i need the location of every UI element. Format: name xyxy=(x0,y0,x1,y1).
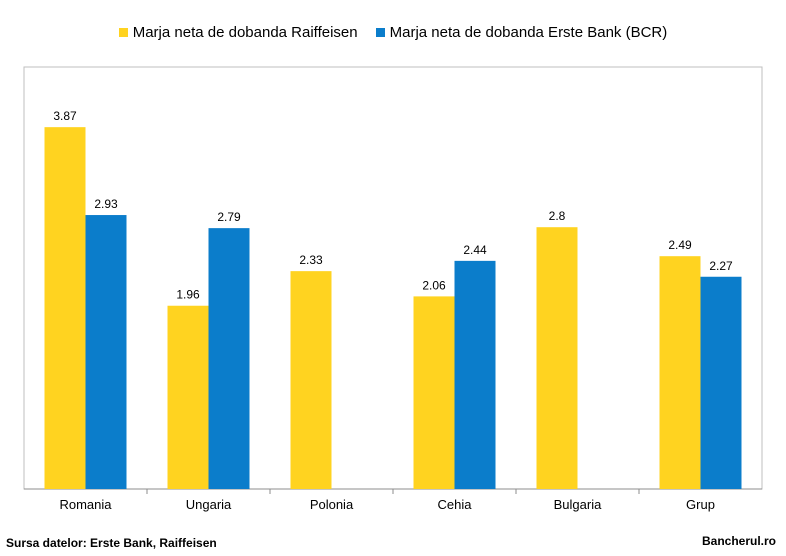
bar-raiffeisen xyxy=(44,127,86,489)
data-label: 1.96 xyxy=(176,288,200,302)
data-label: 2.27 xyxy=(709,259,733,273)
data-label: 2.79 xyxy=(217,210,241,224)
data-label: 2.49 xyxy=(668,238,692,252)
bar-raiffeisen xyxy=(536,227,578,489)
x-tick-label: Polonia xyxy=(310,497,354,512)
data-label: 2.93 xyxy=(94,197,118,211)
legend-item-raiffeisen: Marja neta de dobanda Raiffeisen xyxy=(118,23,358,41)
bar-chart: Romania 3.87 2.93 Ungaria 1.96 2.79 Polonia 2.3… xyxy=(23,66,763,512)
bar-erste xyxy=(85,215,127,490)
x-tick-label: Grup xyxy=(686,497,715,512)
x-tick-label: Cehia xyxy=(438,497,473,512)
legend-label-erste: Marja neta de dobanda Erste Bank (BCR) xyxy=(389,23,668,41)
bar-raiffeisen xyxy=(167,305,209,489)
data-label: 2.33 xyxy=(299,253,323,267)
x-tick-label: Romania xyxy=(59,497,112,512)
data-label: 2.06 xyxy=(422,278,446,292)
bar-raiffeisen xyxy=(413,296,455,489)
data-label: 3.87 xyxy=(53,109,77,123)
bar-erste xyxy=(700,276,742,489)
chart-legend: Marja neta de dobanda Raiffeisen Marja n… xyxy=(0,20,786,44)
legend-swatch-erste xyxy=(375,27,385,37)
legend-item-erste: Marja neta de dobanda Erste Bank (BCR) xyxy=(375,23,668,41)
brand-label: Bancherul.ro xyxy=(701,534,776,548)
x-tick-label: Bulgaria xyxy=(554,497,602,512)
data-label: 2.44 xyxy=(463,243,487,257)
x-tick-label: Ungaria xyxy=(186,497,232,512)
legend-label-raiffeisen: Marja neta de dobanda Raiffeisen xyxy=(132,23,358,41)
data-label: 2.8 xyxy=(549,209,566,223)
legend-swatch-raiffeisen xyxy=(118,27,128,37)
plot-area-border xyxy=(23,66,763,490)
bar-erste xyxy=(208,228,250,489)
bar-erste xyxy=(454,260,496,489)
bar-raiffeisen xyxy=(290,271,332,489)
source-note: Sursa datelor: Erste Bank, Raiffeisen xyxy=(6,536,217,550)
bar-raiffeisen xyxy=(659,256,701,489)
